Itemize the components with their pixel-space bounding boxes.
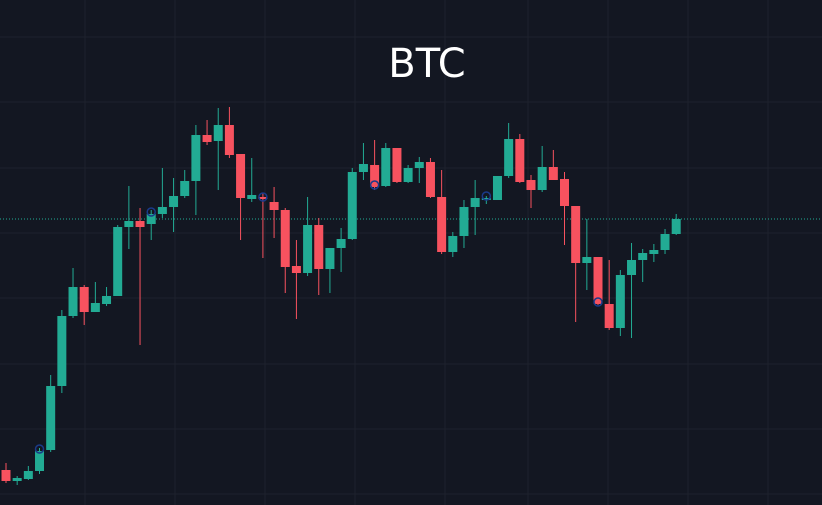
candle-body bbox=[191, 135, 201, 181]
marker bbox=[593, 297, 603, 307]
marker bbox=[481, 191, 492, 201]
candle-body bbox=[35, 451, 45, 471]
candle-body bbox=[102, 296, 112, 304]
candle-body bbox=[515, 139, 525, 182]
candle-body bbox=[381, 148, 391, 186]
candle-body bbox=[604, 304, 614, 328]
candle-body bbox=[671, 219, 681, 234]
candle-body bbox=[370, 165, 380, 187]
candle-body bbox=[537, 167, 547, 190]
candle-body bbox=[303, 225, 313, 273]
candle-body bbox=[504, 139, 514, 176]
candle-body bbox=[68, 287, 78, 316]
candle-body bbox=[314, 225, 324, 269]
candle-body bbox=[571, 206, 581, 263]
candle-body bbox=[236, 154, 246, 198]
candle-body bbox=[124, 221, 134, 227]
candle-body bbox=[526, 180, 536, 190]
candle-body bbox=[481, 198, 491, 200]
candle-body bbox=[638, 253, 648, 260]
candle-body bbox=[23, 471, 33, 479]
candle-body bbox=[291, 266, 301, 273]
candle-body bbox=[146, 214, 156, 224]
candle-body bbox=[1, 470, 11, 481]
candle-body bbox=[325, 248, 335, 269]
candle-body bbox=[660, 234, 670, 250]
candle-body bbox=[224, 125, 234, 155]
chart-title: BTC bbox=[388, 41, 465, 87]
candle-body bbox=[79, 287, 89, 312]
candle-body bbox=[157, 207, 167, 214]
marker bbox=[369, 180, 380, 190]
candle-body bbox=[437, 197, 447, 252]
candle-body bbox=[12, 478, 22, 481]
candle-body bbox=[459, 207, 469, 236]
candle-body bbox=[347, 172, 357, 239]
candle-body bbox=[425, 162, 435, 197]
marker bbox=[34, 444, 45, 454]
candle-body bbox=[448, 236, 458, 252]
marker bbox=[146, 207, 156, 217]
candle-body bbox=[470, 198, 480, 207]
candle-body bbox=[492, 176, 502, 200]
candle-body bbox=[403, 168, 413, 182]
candle-body bbox=[414, 162, 424, 168]
candle-body bbox=[280, 210, 290, 267]
candle-body bbox=[392, 148, 402, 182]
candle-body bbox=[627, 260, 637, 275]
candle-body bbox=[258, 197, 268, 199]
candle-body bbox=[169, 196, 179, 207]
candle-body bbox=[582, 257, 592, 263]
candle-body bbox=[180, 181, 190, 196]
candle-body bbox=[615, 275, 625, 328]
candle-body bbox=[548, 167, 558, 180]
candle-body bbox=[269, 202, 279, 210]
candle-body bbox=[135, 221, 145, 227]
candle-body bbox=[649, 250, 659, 254]
candle-body bbox=[213, 125, 223, 141]
candle-body bbox=[113, 227, 123, 296]
candle-body bbox=[593, 257, 603, 304]
candle-body bbox=[90, 303, 100, 312]
candle-body bbox=[336, 239, 346, 248]
candle-body bbox=[560, 179, 569, 206]
candle-body bbox=[358, 164, 368, 172]
marker bbox=[258, 192, 268, 202]
candle-body bbox=[46, 386, 56, 450]
candle-body bbox=[57, 316, 67, 386]
candle-body bbox=[247, 195, 257, 199]
candle-body bbox=[202, 135, 212, 142]
